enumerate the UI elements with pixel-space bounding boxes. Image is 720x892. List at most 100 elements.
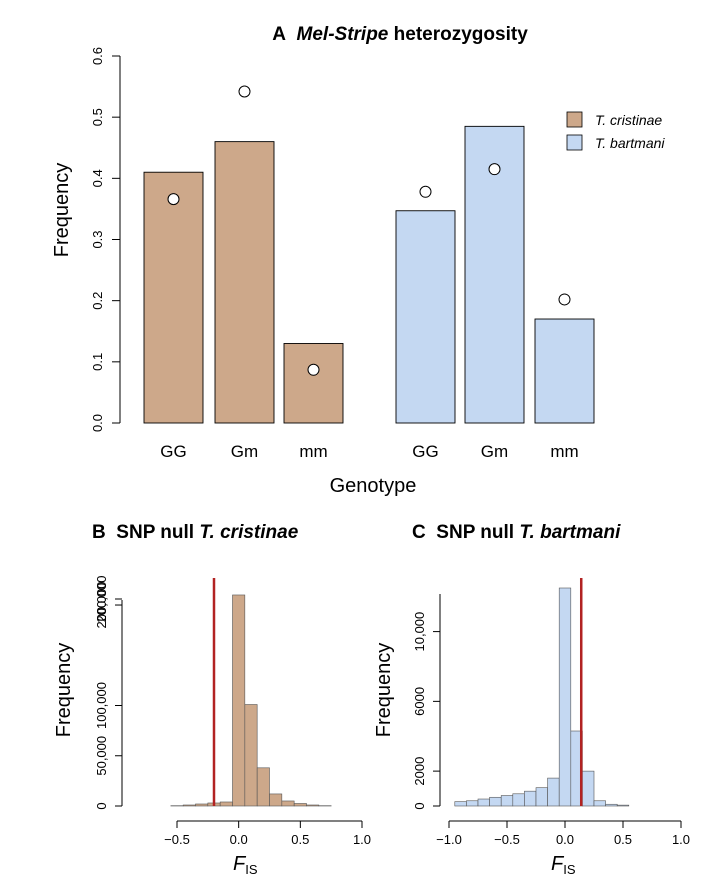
panel-b-bar [195, 803, 209, 807]
panel-b-x-tick-label: 0.5 [291, 832, 309, 847]
panel-a-x-label: Genotype [330, 475, 417, 497]
panel-c-y-tick-label: 2000 [412, 757, 427, 786]
panel-b-x-ticks: −0.5 0.0 0.5 1.0 [164, 821, 371, 847]
category-label: GG [412, 442, 438, 461]
panel-a-categories: GG Gm mm GG Gm mm [160, 442, 578, 461]
panel-a-y-tick-label: 0.4 [90, 169, 105, 187]
panel-b-letter: B [92, 522, 106, 543]
panel-a-y-ticks: 0.0 0.1 0.2 0.3 0.4 0.5 0.6 [90, 47, 120, 432]
panel-c-y-tick-label: 0 [412, 802, 427, 809]
expected-point [488, 163, 501, 176]
panel-b-title: B SNP null T. cristinae [92, 522, 299, 543]
panel-c-bar [489, 796, 502, 807]
bar-cristinae-mm [283, 343, 344, 424]
bar-bartmani-gm [464, 125, 525, 424]
panel-c-x-tick-label: 0.5 [614, 832, 632, 847]
expected-point [419, 185, 432, 198]
panel-b-bar [219, 801, 233, 807]
bar-cristinae-gm [214, 141, 275, 424]
panel-a-y-tick-label: 0.0 [90, 414, 105, 432]
panel-c-y-tick-label: 10,000 [412, 612, 427, 652]
bar-cristinae-gg [143, 171, 204, 424]
panel-b-y-tick-label: 200,000 [94, 575, 109, 622]
panel-c-x-label: FIS [551, 853, 576, 877]
legend: T. cristinae T. bartmani [566, 111, 665, 151]
panel-c-y-tick-label: 6000 [412, 687, 427, 716]
panel-c-bar [477, 798, 490, 807]
panel-c-title-prefix: SNP null [436, 522, 514, 543]
expected-point [167, 193, 180, 206]
panel-c-x-ticks: −1.0 −0.5 0.0 0.5 1.0 [436, 821, 690, 847]
panel-b-bar [281, 800, 295, 807]
panel-c-bar [582, 770, 595, 807]
panel-b-title-italic: T. cristinae [199, 522, 298, 543]
category-label: Gm [231, 442, 258, 461]
panel-b-bar [269, 793, 283, 807]
panel-a-points [167, 85, 571, 376]
legend-label-cristinae: T. cristinae [595, 112, 662, 128]
panel-a-y-tick-label: 0.1 [90, 353, 105, 371]
panel-b-title-prefix: SNP null [116, 522, 194, 543]
panel-a-bars [143, 125, 595, 424]
panel-b: B SNP null T. cristinae 0 50,000 100,000 20… [53, 522, 371, 877]
panel-c-title-italic: T. bartmani [519, 522, 621, 543]
panel-c-x-label-sub: IS [563, 862, 576, 877]
panel-a-y-label: Frequency [51, 163, 73, 258]
panel-c-title: C SNP null T. bartmani [412, 522, 621, 543]
panel-a-letter: A [272, 24, 286, 45]
expected-point [238, 85, 251, 98]
panel-c-bar [558, 587, 572, 807]
category-label: mm [299, 442, 327, 461]
panel-c-x-tick-label: 1.0 [672, 832, 690, 847]
panel-c-bar [605, 803, 618, 807]
panel-b-y-tick-label: 0 [94, 802, 109, 809]
panel-b-x-label: FIS [233, 853, 258, 877]
panel-a-y-tick-label: 0.2 [90, 292, 105, 310]
panel-a: A Mel-Stripe heterozygosity 0.0 0.1 0.2 0.3… [51, 24, 665, 497]
panel-c-x-tick-label: −1.0 [436, 832, 462, 847]
panel-b-y-tick-label: 200,000 [94, 582, 109, 629]
expected-point [558, 293, 571, 306]
panel-c-x-tick-label: −0.5 [494, 832, 520, 847]
panel-c-bar [512, 793, 525, 807]
panel-c-letter: C [412, 522, 426, 543]
panel-c-bar [524, 790, 537, 807]
panel-b-x-tick-label: 0.0 [230, 832, 248, 847]
panel-b-x-label-main: F [233, 853, 247, 875]
panel-a-title-italic: Mel-Stripe [297, 24, 389, 45]
bar-bartmani-gg [395, 210, 456, 424]
panel-a-y-tick-label: 0.3 [90, 230, 105, 248]
panel-b-y-label: Frequency [53, 643, 75, 738]
panel-b-y-tick-label: 100,000 [94, 682, 109, 729]
legend-swatch-bartmani [566, 134, 583, 151]
panel-a-y-tick-label: 0.6 [90, 47, 105, 65]
panel-b-bar [232, 594, 246, 807]
panel-b-bar [293, 803, 307, 807]
bar-bartmani-mm [534, 318, 595, 424]
panel-b-x-label-sub: IS [245, 862, 258, 877]
panel-c-bar [547, 777, 560, 807]
panel-a-title-rest: heterozygosity [394, 24, 529, 45]
panel-c-x-tick-label: 0.0 [556, 832, 574, 847]
panel-c-bars [454, 587, 630, 807]
panel-b-y-tick-label: 50,000 [94, 736, 109, 776]
panel-b-x-tick-label: 1.0 [353, 832, 371, 847]
category-label: mm [550, 442, 578, 461]
panel-c-bar [500, 795, 514, 807]
panel-b-x-tick-label: −0.5 [164, 832, 190, 847]
panel-c-bar [454, 801, 467, 807]
legend-swatch-cristinae [566, 111, 583, 128]
panel-b-bar [244, 704, 258, 807]
panel-c-bar [466, 800, 479, 807]
panel-c-bar [593, 800, 606, 807]
panel-b-bars [170, 594, 332, 807]
panel-c-x-label-main: F [551, 853, 565, 875]
expected-point [307, 363, 320, 376]
panel-c-bar [616, 804, 630, 807]
panel-c: C SNP null T. bartmani 0 2000 6000 10,000 −… [373, 522, 690, 877]
panel-c-bar [535, 787, 548, 807]
category-label: Gm [481, 442, 508, 461]
panel-b-bar [182, 804, 196, 807]
